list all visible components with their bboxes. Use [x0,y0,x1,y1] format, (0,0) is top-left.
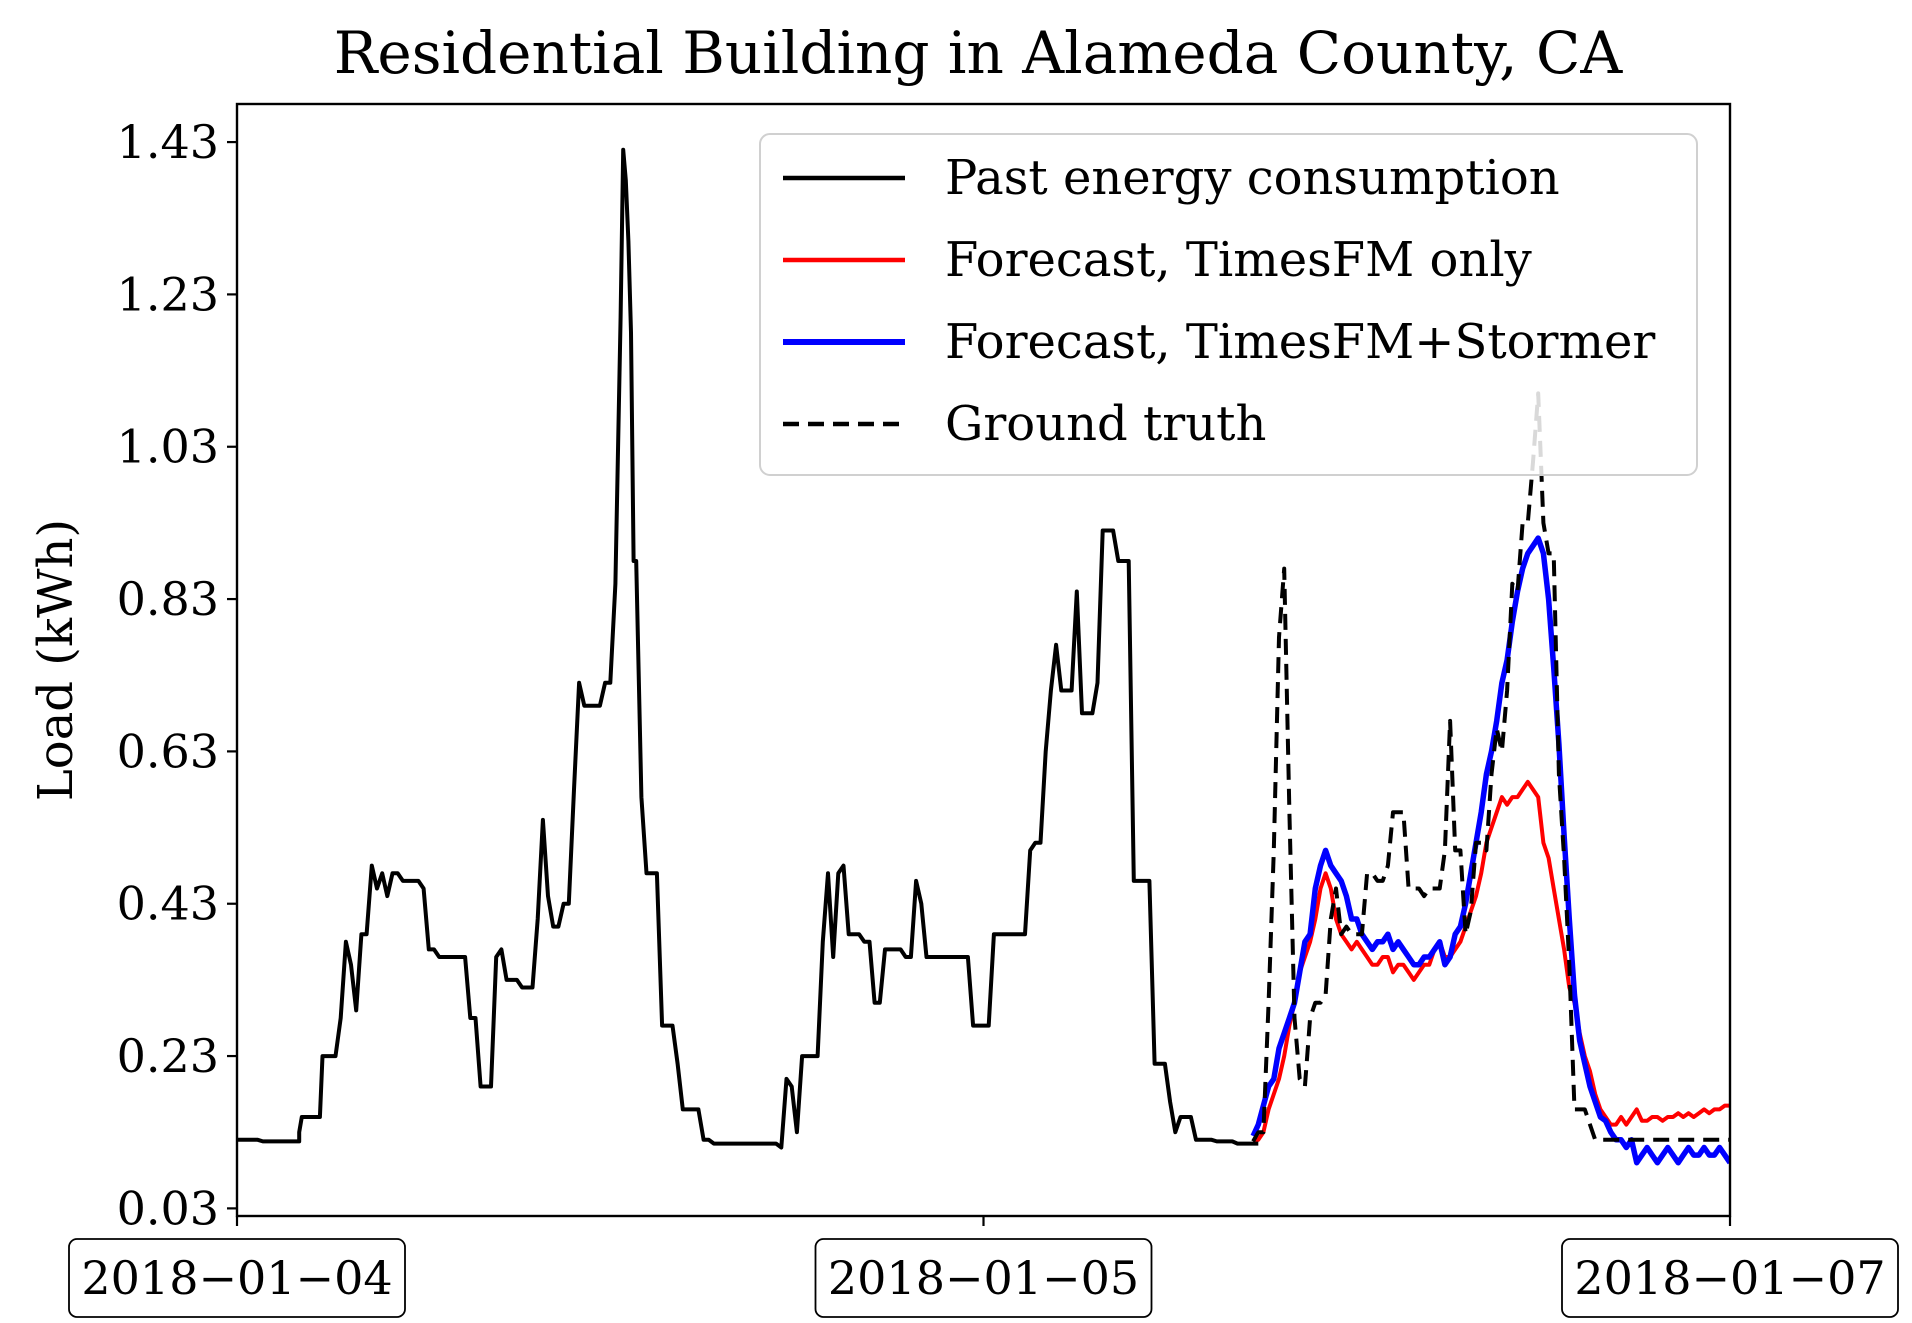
plot-frame [235,102,1732,1218]
y-axis: 0.03 0.23 0.43 0.63 0.83 1.03 1.23 1.43 [117,115,237,1235]
legend-label-3: Ground truth [945,396,1266,452]
y-tick-label: 1.23 [117,267,219,321]
y-tick-label: 0.03 [117,1181,219,1235]
legend-label-0: Past energy consumption [945,150,1560,206]
x-axis: 2018−01−04 2018−01−05 2018−01−07 [68,1216,1899,1318]
series-layer [237,147,1730,1166]
x-tick-label: 2018−01−04 [81,1251,392,1305]
series-line-1 [1252,779,1730,1144]
series-line-3 [1251,391,1730,1143]
x-tick-label-box [1561,1238,1899,1318]
y-tick-label: 0.63 [117,724,219,778]
legend-label-2: Forecast, TimesFM+Stormer [945,314,1655,370]
x-tick-label: 2018−01−05 [828,1251,1139,1305]
x-tick-label-box [814,1238,1153,1318]
legend-frame [759,133,1698,476]
series-line-2 [1250,535,1730,1166]
x-tick-label: 2018−01−07 [1574,1251,1885,1305]
x-tick-label-box [68,1238,406,1318]
y-tick-label: 0.83 [117,572,219,626]
y-tick-label: 0.43 [117,877,219,931]
legend: Past energy consumption Forecast, TimesFM… [759,133,1698,476]
y-tick-label: 1.43 [117,115,219,169]
series-line-0 [237,147,1259,1150]
legend-label-1: Forecast, TimesFM only [945,232,1532,288]
y-tick-label: 0.23 [117,1029,219,1083]
chart-title: Residential Building in Alameda County, … [334,19,1624,87]
y-tick-label: 1.03 [117,420,219,474]
y-axis-label: Load (kWh) [28,519,84,801]
